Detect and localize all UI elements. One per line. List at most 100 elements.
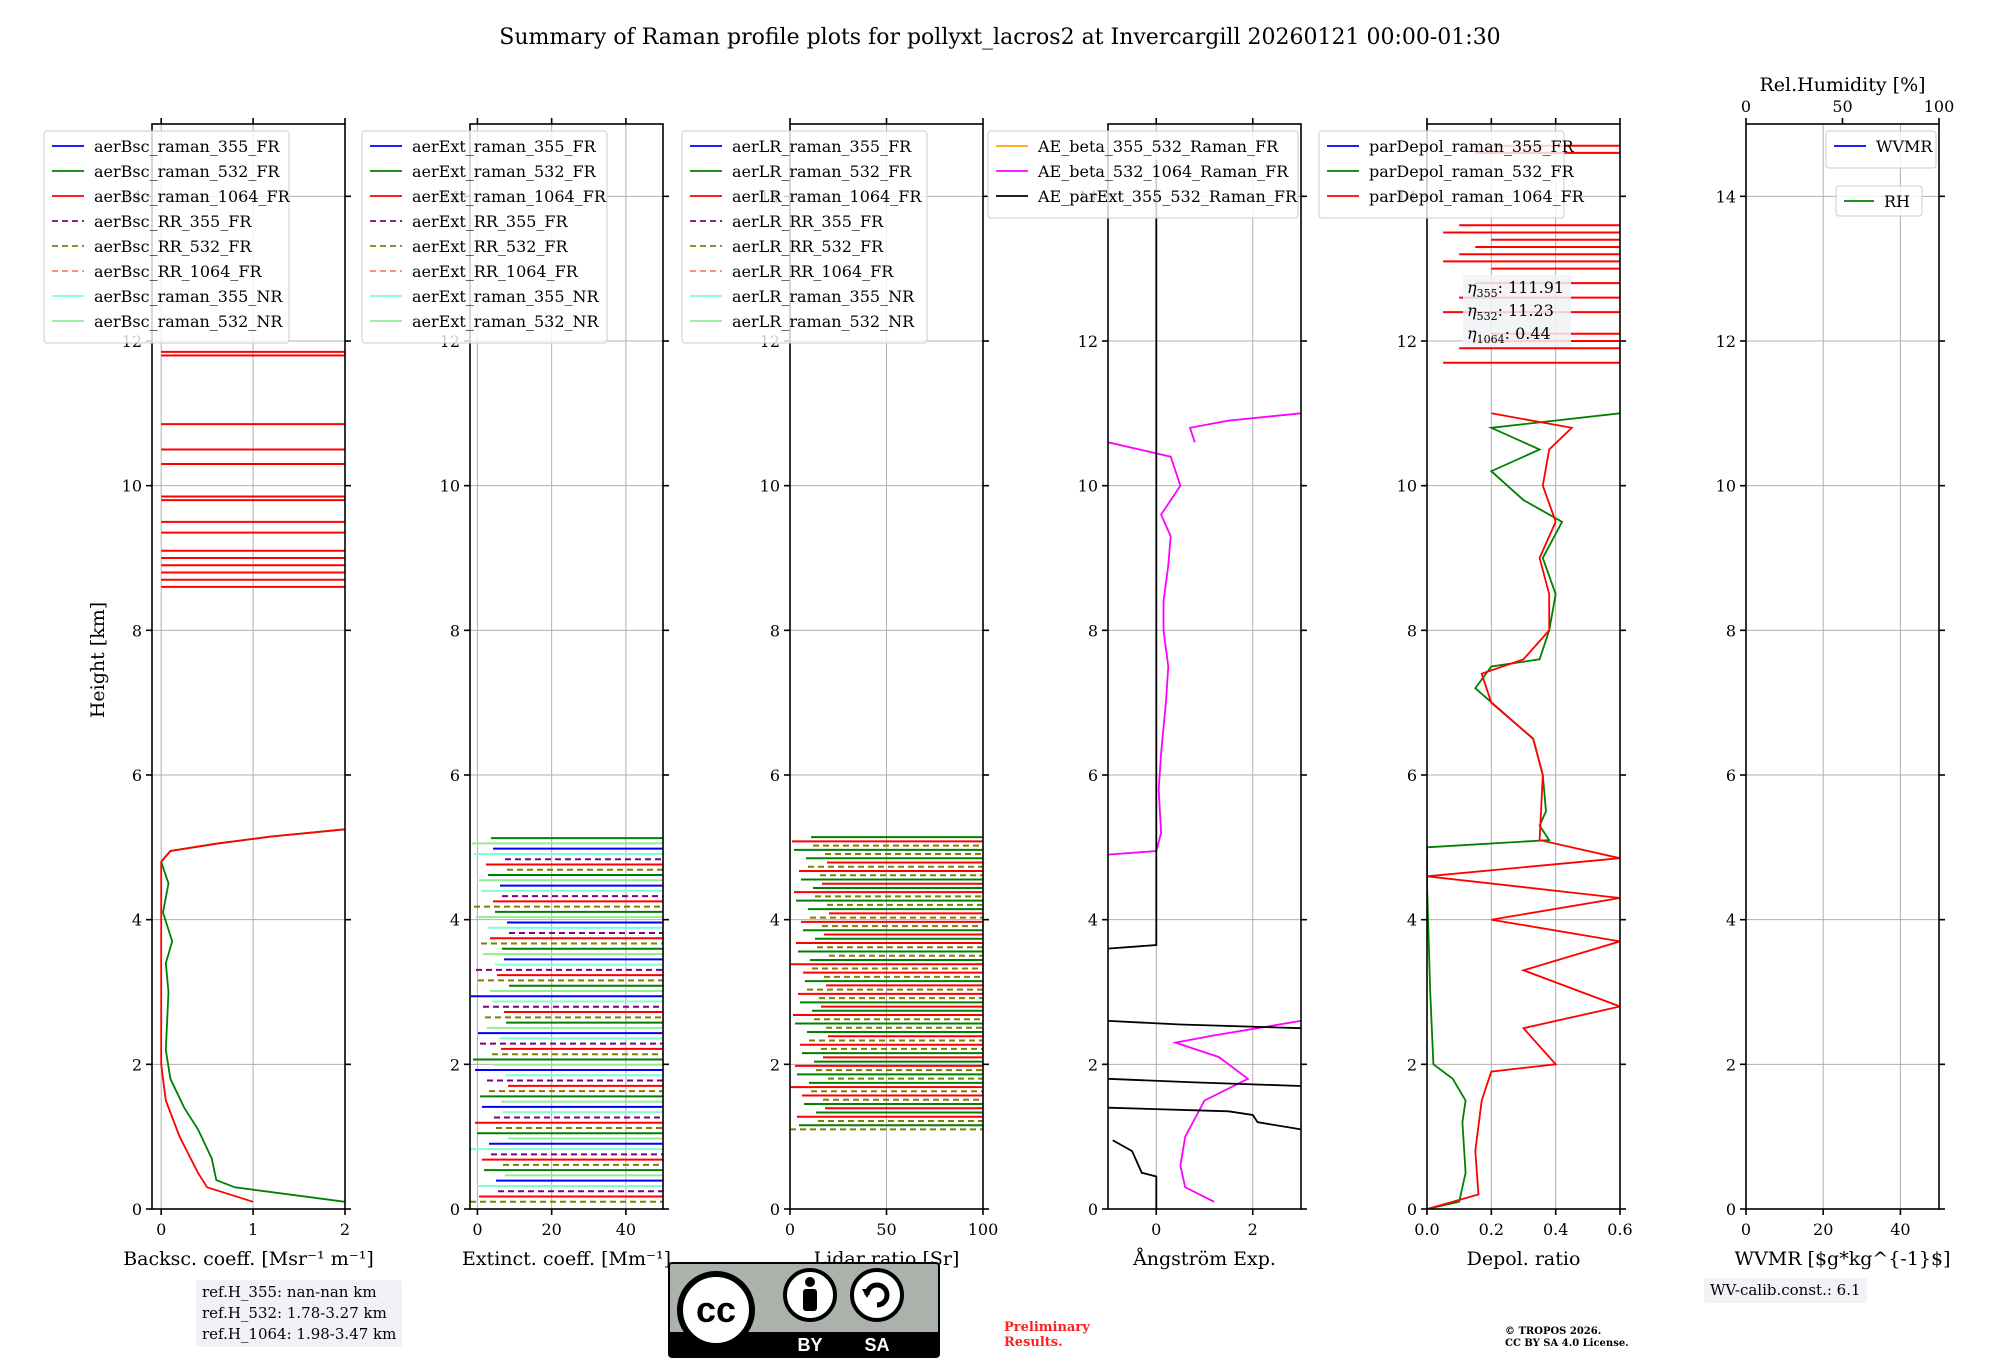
y-tick-label: 0 [132,1200,142,1219]
legend-entry: aerBsc_raman_532_FR [94,162,280,181]
y-tick-label: 8 [450,621,460,640]
y-tick-label: 2 [1088,1055,1098,1074]
y-tick-label: 2 [450,1055,460,1074]
top-x-tick-label: 100 [1924,97,1955,116]
cc-by-sa-badge: cc BY SA [668,1262,940,1358]
y-tick-label: 0 [1088,1200,1098,1219]
panel-lidar_ratio: 02468101214050100Lidar ratio [Sr]aerLR_r… [681,118,999,1270]
preliminary-note: Preliminary Results. [1004,1320,1090,1350]
legend-entry: aerBsc_raman_355_FR [94,137,280,156]
legend-entry: aerBsc_RR_355_FR [94,212,252,231]
y-tick-label: 2 [770,1055,780,1074]
sa-label: SA [864,1335,889,1355]
legend-entry: aerExt_RR_355_FR [412,212,569,231]
legend-frame [1318,130,1565,219]
y-tick-label: 4 [450,911,460,930]
legend-entry: aerExt_RR_532_FR [412,237,569,256]
panel-extinction: 0246810121402040Extinct. coeff. [Mm⁻¹]ae… [361,118,671,1270]
cc-text: cc [696,1289,736,1330]
y-tick-label: 14 [1716,187,1736,206]
y-tick-label: 0 [450,1200,460,1219]
ref-height-box: ref.H_355: nan-nan km ref.H_532: 1.78-3.… [196,1280,403,1347]
legend-entry: aerBsc_raman_355_NR [94,287,283,306]
y-axis-label: Height [km] [87,602,109,718]
x-tick-label: 2 [1248,1220,1258,1239]
x-tick-label: 0 [1741,1220,1751,1239]
sa-share-icon [850,1268,904,1322]
legend: aerBsc_raman_355_FR aerBsc_raman_532_FRae… [43,130,291,344]
y-tick-label: 4 [770,911,780,930]
eta-value: η355: 111.91 [1467,278,1564,300]
series-line [1108,1106,1301,1131]
panels: 02468101214012Backsc. coeff. [Msr⁻¹ m⁻¹]… [43,74,1955,1270]
y-tick-label: 8 [132,621,142,640]
legend-entry: aerBsc_RR_1064_FR [94,262,263,281]
legend-entry: parDepol_raman_1064_FR [1369,187,1585,206]
plot-area [160,350,345,1203]
y-tick-label: 8 [1088,621,1098,640]
y-tick-label: 10 [122,477,142,496]
top-x-tick-label: 0 [1741,97,1751,116]
axes-frame [151,123,346,1210]
legend-entry: aerBsc_raman_532_NR [94,312,283,331]
panel-angstrom: 0246810121402Ångström Exp.AE_beta_355_53… [987,118,1307,1270]
series-line [1427,412,1620,1209]
legend-entry: aerLR_raman_355_NR [732,287,915,306]
y-tick-label: 2 [132,1055,142,1074]
y-tick-label: 8 [770,621,780,640]
y-tick-label: 10 [1397,477,1417,496]
plot-area [1427,144,1620,1209]
copyright-note: © TROPOS 2026. CC BY SA 4.0 License. [1505,1326,1629,1349]
legend-entry: aerLR_RR_532_FR [732,237,884,256]
legend-entry: aerLR_raman_355_FR [732,137,912,156]
y-tick-label: 4 [132,911,142,930]
y-tick-label: 2 [1726,1055,1736,1074]
x-tick-label: 0.4 [1543,1220,1568,1239]
x-tick-label: 20 [541,1220,561,1239]
x-tick-label: 100 [968,1220,999,1239]
axes-frame [1745,123,1940,1210]
y-tick-label: 6 [1088,766,1098,785]
annotation-box [1463,275,1571,347]
legend-entry: aerExt_raman_355_FR [412,137,597,156]
y-tick-label: 6 [450,766,460,785]
y-tick-label: 8 [1407,621,1417,640]
legend-entry: aerLR_RR_355_FR [732,212,884,231]
x-tick-label: 40 [616,1220,636,1239]
axes-frame [1426,123,1621,1210]
legend: AE_beta_355_532_Raman_FR AE_beta_532_1064… [987,130,1299,219]
y-tick-label: 12 [1397,332,1417,351]
legend-frame [1835,185,1923,217]
legend-entry: AE_beta_532_1064_Raman_FR [1037,162,1289,181]
y-tick-label: 6 [132,766,142,785]
legend-entry: AE_parExt_355_532_Raman_FR [1037,187,1298,206]
y-tick-label: 4 [1088,911,1098,930]
eta-value: η1064: 0.44 [1467,324,1551,346]
axes-frame [469,123,664,1210]
legend: aerLR_raman_355_FR aerLR_raman_532_FR aerL… [681,130,928,344]
axes-frame [789,123,984,1210]
legend-entry: aerExt_raman_355_NR [412,287,600,306]
legend-entry: aerExt_raman_1064_FR [412,187,607,206]
x-tick-label: 2 [340,1220,350,1239]
series-line [1108,1077,1301,1087]
legend-entry: WVMR [1876,137,1933,156]
legend: aerExt_raman_355_FR aerExt_raman_532_FRae… [361,130,608,344]
y-tick-label: 0 [770,1200,780,1219]
legend-entry: aerLR_RR_1064_FR [732,262,894,281]
y-tick-label: 12 [1716,332,1736,351]
axes-frame [1107,123,1302,1210]
y-tick-label: 0 [1407,1200,1417,1219]
legend-entry: aerExt_RR_1064_FR [412,262,579,281]
y-tick-label: 8 [1726,621,1736,640]
series-line [1108,1020,1301,1030]
y-tick-label: 10 [440,477,460,496]
y-tick-label: 6 [1407,766,1417,785]
legend: WVMR [1825,130,1937,169]
x-axis-label: WVMR [$g*kg^{-1}$] [1735,1248,1951,1270]
legend-entry: aerLR_raman_532_FR [732,162,912,181]
x-tick-label: 20 [1813,1220,1833,1239]
x-axis-label: Extinct. coeff. [Mm⁻¹] [462,1248,671,1270]
